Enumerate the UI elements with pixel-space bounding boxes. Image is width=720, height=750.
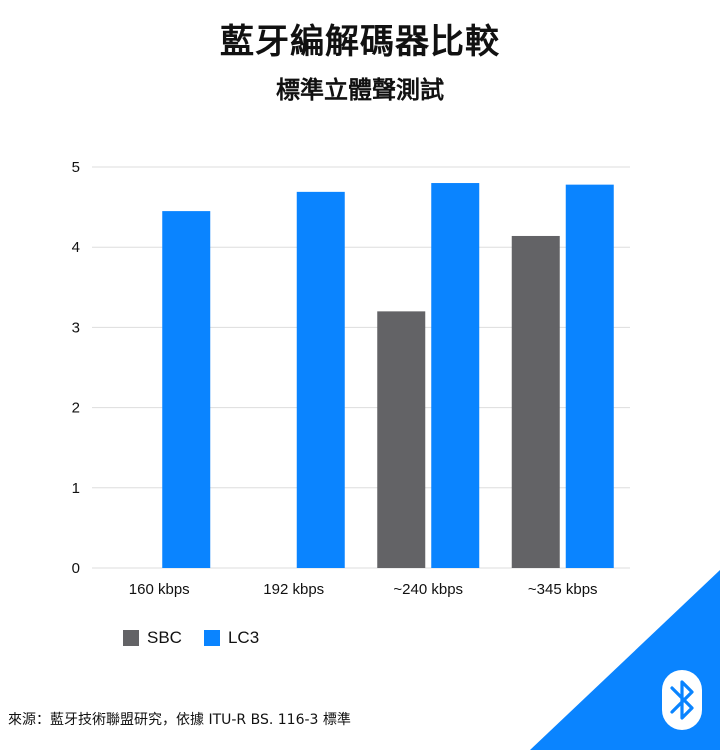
x-tick-label: ~345 kbps xyxy=(528,581,598,598)
y-tick-label: 0 xyxy=(72,560,80,577)
chart-title: 藍牙編解碼器比較 xyxy=(220,22,500,62)
bar-lc3-3 xyxy=(565,184,614,569)
bar-lc3-0 xyxy=(162,211,211,569)
legend-label-sbc: SBC xyxy=(147,628,182,647)
y-tick-label: 4 xyxy=(72,239,80,256)
legend: SBC LC3 xyxy=(123,628,259,648)
bar-sbc-3 xyxy=(511,235,560,569)
legend-label-lc3: LC3 xyxy=(227,628,260,647)
bar-lc3-1 xyxy=(296,191,345,568)
x-tick-label: 160 kbps xyxy=(129,581,190,598)
legend-swatch-sbc xyxy=(123,630,139,646)
chart-subtitle: 標準立體聲測試 xyxy=(276,76,444,104)
x-tick-label: 192 kbps xyxy=(263,581,324,598)
y-tick-label: 3 xyxy=(72,319,80,336)
y-tick-label: 5 xyxy=(72,159,80,176)
bluetooth-icon xyxy=(662,670,702,730)
source-note: 來源：藍牙技術聯盟研究，依據 ITU-R BS. 116-3 標準 xyxy=(8,712,351,728)
bar-sbc-2 xyxy=(377,311,426,568)
legend-item-lc3: LC3 xyxy=(203,628,260,648)
x-tick-label: ~240 kbps xyxy=(393,581,463,598)
y-tick-label: 2 xyxy=(72,400,80,417)
bar-chart: 0 1 2 3 4 5 160 kbps 192 kbps ~240 kbps ~345 kbps xyxy=(72,159,630,598)
legend-item-sbc: SBC xyxy=(123,628,182,648)
legend-swatch-lc3 xyxy=(203,630,220,646)
bar-lc3-2 xyxy=(431,183,480,568)
y-tick-label: 1 xyxy=(72,480,80,497)
